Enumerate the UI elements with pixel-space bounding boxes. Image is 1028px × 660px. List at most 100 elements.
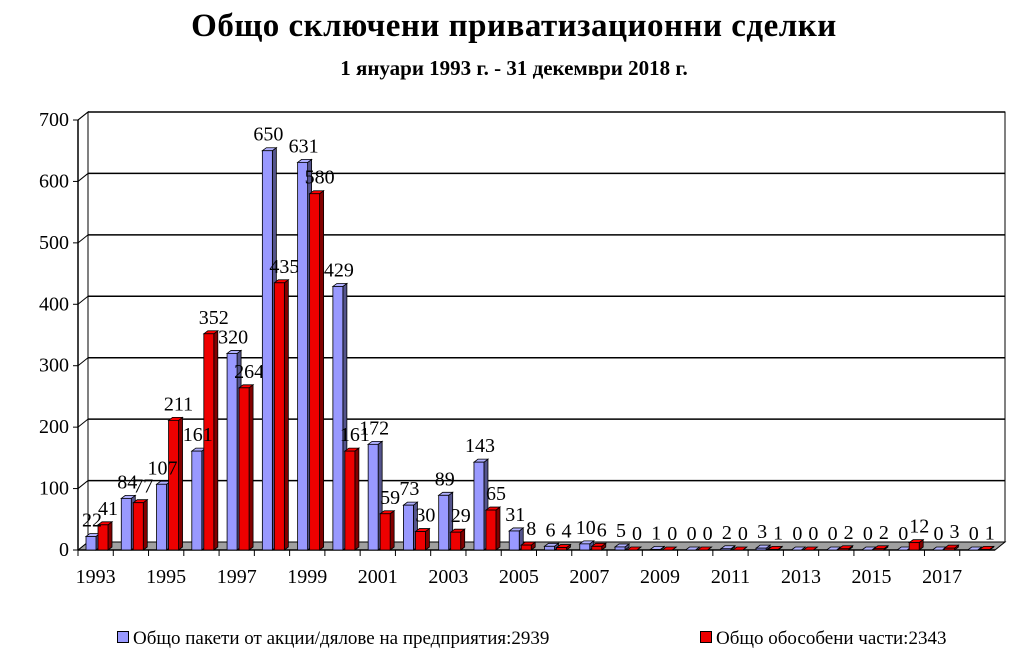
gridline-depth <box>77 480 89 489</box>
data-label-series-1: 107 <box>148 457 178 479</box>
data-label-series-2: 29 <box>451 505 471 527</box>
y-tick-label: 500 <box>39 232 69 254</box>
bar-series-2 <box>485 509 497 551</box>
y-tick-label: 700 <box>39 109 69 131</box>
chart-subtitle: 1 януари 1993 г. - 31 декември 2018 г. <box>340 56 688 80</box>
gridline-depth <box>77 418 89 428</box>
y-tick-label: 400 <box>39 293 69 315</box>
data-label-series-2: 6 <box>597 519 607 541</box>
data-label-series-1: 22 <box>82 509 102 531</box>
data-label-series-2: 59 <box>380 487 400 509</box>
bar-series-1 <box>579 543 591 551</box>
bar-series-2 <box>344 450 356 551</box>
data-label-series-2: 580 <box>305 167 335 189</box>
bar-series-2-side <box>425 527 430 551</box>
bar-series-2 <box>273 282 285 551</box>
bar-series-1 <box>755 547 767 551</box>
data-label-series-1: 73 <box>399 478 419 500</box>
bar-series-1 <box>438 494 450 551</box>
data-label-series-1: 0 <box>933 523 943 545</box>
data-label-series-1: 2 <box>722 522 732 544</box>
bar-series-2-side <box>495 506 501 551</box>
y-tick-label: 100 <box>39 478 69 500</box>
bar-series-2 <box>838 548 850 551</box>
bar-series-2-side <box>389 509 395 551</box>
bar-series-2 <box>379 513 391 551</box>
data-label-series-1: 6 <box>546 519 556 541</box>
gridline-depth <box>77 173 89 182</box>
data-label-series-1: 84 <box>117 471 137 493</box>
bar-series-2 <box>309 193 321 551</box>
bar-series-2-top <box>731 546 749 551</box>
x-tick-label: 1999 <box>287 566 327 588</box>
bar-series-2 <box>944 547 955 551</box>
bar-series-1 <box>544 545 555 551</box>
data-label-series-1: 0 <box>687 523 697 545</box>
x-tick-label: 2001 <box>358 566 398 588</box>
data-label-series-2: 0 <box>703 523 713 545</box>
data-label-series-2: 30 <box>415 505 435 527</box>
x-tick-label: 2003 <box>428 566 468 588</box>
bar-series-1 <box>120 497 132 551</box>
bar-chart: 0100200300400500600700224184771072111613… <box>39 109 1007 588</box>
bar-series-2 <box>908 542 920 551</box>
data-label-series-1: 0 <box>828 523 838 545</box>
data-label-series-2: 161 <box>340 424 370 446</box>
data-label-series-2: 2 <box>879 522 889 544</box>
bar-series-1 <box>649 548 661 551</box>
y-tick-label: 300 <box>39 355 69 377</box>
bar-series-1 <box>226 353 238 551</box>
legend-swatch-parts <box>700 631 712 643</box>
legend-item-parts: Общо обособени части:2343 <box>700 628 946 650</box>
data-label-series-1: 161 <box>183 424 213 446</box>
data-label-series-2: 77 <box>133 476 153 498</box>
bar-series-2-top <box>661 546 678 551</box>
data-label-series-2: 211 <box>164 393 193 415</box>
bar-series-1 <box>720 548 732 551</box>
bar-series-1-top <box>966 546 983 551</box>
bar-series-2 <box>520 544 532 551</box>
bar-series-2-side <box>248 384 254 551</box>
data-label-series-1: 10 <box>576 517 596 539</box>
x-tick-label: 2005 <box>499 566 539 588</box>
data-label-series-1: 0 <box>863 523 873 545</box>
bar-series-1 <box>191 450 203 551</box>
data-label-series-1: 0 <box>792 523 802 545</box>
bar-series-1 <box>403 504 414 551</box>
bar-series-2 <box>979 548 991 551</box>
data-label-series-2: 1 <box>773 522 783 544</box>
data-label-series-2: 2 <box>844 522 854 544</box>
bar-series-1 <box>508 530 520 551</box>
x-tick-label: 2015 <box>852 566 892 588</box>
bar-series-2-side <box>107 521 113 551</box>
data-label-series-1: 31 <box>505 504 525 526</box>
bar-series-1 <box>156 483 167 551</box>
legend-swatch-shares <box>117 631 129 643</box>
bar-series-2-side <box>354 447 360 551</box>
data-label-series-2: 0 <box>632 523 642 545</box>
bar-series-2-side <box>319 189 325 551</box>
bar-series-2 <box>556 547 567 551</box>
data-label-series-2: 0 <box>738 523 748 545</box>
bar-series-1 <box>261 150 273 551</box>
data-label-series-2: 41 <box>98 498 118 520</box>
bar-series-2 <box>97 524 109 551</box>
bar-series-2 <box>168 419 179 551</box>
bar-series-2 <box>767 548 779 551</box>
x-tick-label: 1997 <box>217 566 257 588</box>
data-label-series-1: 0 <box>898 523 908 545</box>
bar-series-2 <box>873 548 885 551</box>
y-tick-label: 200 <box>39 416 69 438</box>
data-label-series-2: 65 <box>486 483 506 505</box>
data-label-series-1: 172 <box>359 417 389 439</box>
bar-series-2-top <box>696 546 713 551</box>
data-label-series-2: 352 <box>199 307 229 329</box>
data-label-series-1: 320 <box>218 326 248 348</box>
legend-label-shares: Общо пакети от акции/дялове на предприят… <box>133 628 550 649</box>
chart-title: Общо сключени приватизационни сделки <box>191 8 837 44</box>
bar-series-1 <box>367 443 379 551</box>
data-label-series-2: 4 <box>562 521 572 543</box>
data-label-series-2: 12 <box>909 516 929 538</box>
data-label-series-2: 3 <box>949 521 959 543</box>
bar-series-2 <box>132 502 144 551</box>
